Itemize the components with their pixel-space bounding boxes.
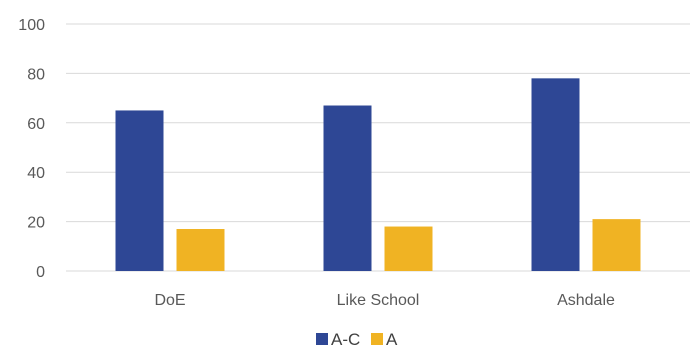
legend-swatch: [371, 333, 383, 345]
bar-a-doe: [176, 229, 225, 271]
legend-label: A-C: [331, 330, 360, 349]
x-tick-label: DoE: [154, 292, 185, 309]
bar-a-c-doe: [115, 110, 164, 271]
bar-a-c-ashdale: [531, 78, 580, 271]
x-tick-label: Ashdale: [557, 292, 615, 309]
gridlines: [66, 23, 690, 272]
bar-a-like-school: [384, 226, 433, 271]
y-tick-label: 0: [36, 264, 45, 281]
bars: [115, 78, 641, 271]
x-tick-label: Like School: [337, 292, 420, 309]
bar-a-c-like-school: [323, 105, 372, 271]
y-axis: 0 20 40 60 80 100: [18, 17, 45, 281]
legend-label: A: [386, 330, 398, 349]
y-tick-label: 20: [27, 215, 45, 232]
y-tick-label: 100: [18, 17, 45, 34]
y-tick-label: 40: [27, 165, 45, 182]
y-tick-label: 80: [27, 66, 45, 83]
legend: A-C A: [316, 330, 398, 349]
legend-swatch: [316, 333, 328, 345]
x-axis: DoE Like School Ashdale: [154, 292, 615, 309]
bar-a-ashdale: [592, 219, 641, 271]
y-tick-label: 60: [27, 116, 45, 133]
